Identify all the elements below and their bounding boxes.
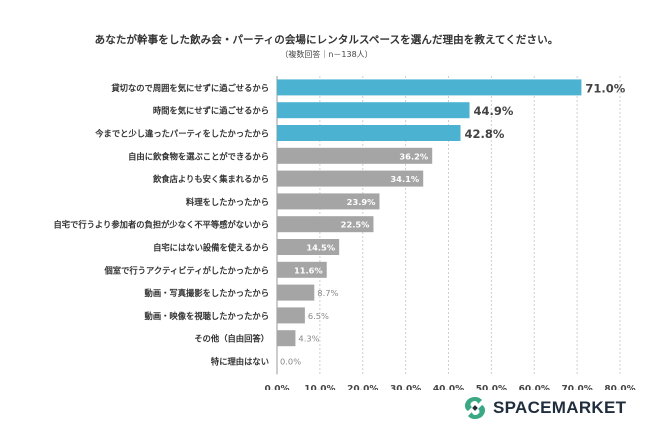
data-label: 71.0% [585, 81, 625, 95]
data-label: 11.6% [294, 265, 323, 275]
data-label: 14.5% [306, 243, 335, 253]
data-label: 34.1% [390, 174, 419, 184]
data-label: 8.7% [317, 288, 338, 298]
x-tick-label: 20.0% [347, 384, 378, 390]
data-label: 0.0% [280, 357, 301, 367]
bar [277, 239, 340, 255]
bar [277, 307, 305, 324]
category-label: 自宅にはない設備を使えるから [153, 243, 269, 253]
data-label: 44.9% [474, 104, 514, 118]
data-label: 6.5% [308, 311, 329, 321]
category-label: 飲食店よりも安く集まれるから [152, 174, 269, 184]
data-label: 23.9% [347, 197, 376, 207]
chart-subtitle: （複数回答｜n－138人） [280, 50, 373, 59]
category-label: 個室で行うアクティビティがしたかったから [103, 265, 269, 275]
x-tick-label: 50.0% [476, 384, 507, 390]
x-tick-label: 60.0% [519, 384, 550, 390]
x-tick-label: 40.0% [433, 384, 464, 390]
category-label: 特に理由はない [211, 357, 269, 367]
category-label: 時間を気にせずに過ごせるから [153, 106, 269, 116]
category-label: 自宅で行うより参加者の負担が少なく不平等感がないから [53, 220, 269, 230]
data-label: 42.8% [465, 127, 505, 141]
x-tick-label: 0.0% [265, 384, 290, 390]
bar [277, 284, 315, 301]
bar [277, 125, 461, 141]
bar [277, 170, 424, 187]
category-label: 動画・映像を視聴したかったから [145, 311, 269, 321]
bar-chart: 0.0% 10.0% 20.0% 30.0% 40.0% 50.0% 60.0% 70.0% 8… [53, 76, 636, 390]
bar [277, 102, 470, 119]
chart-title: あなたが幹事をした飲み会・パーティの会場にレンタルスペースを選んだ理由を教えてく… [94, 34, 559, 46]
x-tick-label: 70.0% [562, 384, 593, 390]
category-label: 料理をしたかったから [186, 197, 269, 207]
data-label: 36.2% [399, 151, 428, 161]
bar [277, 147, 433, 164]
bar [277, 261, 327, 278]
spacemarket-wordmark: SPACEMARKET [493, 398, 627, 417]
data-label: 4.3% [298, 334, 319, 344]
data-label: 22.5% [341, 220, 370, 230]
spacemarket-logo: SPACEMARKET [462, 394, 626, 422]
bar [277, 330, 296, 347]
bar [277, 216, 374, 233]
x-tick-label: 10.0% [304, 384, 335, 390]
category-label: 自由に飲食物を選ぶことができるから [128, 151, 269, 161]
category-label: その他（自由回答） [194, 334, 269, 344]
category-label: 今までと少し違ったパーティをしたかったから [94, 129, 269, 139]
category-label: 貸切なので周囲を気にせずに過ごせるから [110, 83, 269, 93]
category-label: 動画・写真撮影をしたかったから [145, 288, 269, 298]
bar [277, 193, 380, 210]
bar [277, 79, 582, 96]
x-tick-label: 30.0% [390, 384, 421, 390]
spacemarket-logo-icon [465, 397, 485, 419]
x-tick-label: 80.0% [604, 384, 635, 390]
